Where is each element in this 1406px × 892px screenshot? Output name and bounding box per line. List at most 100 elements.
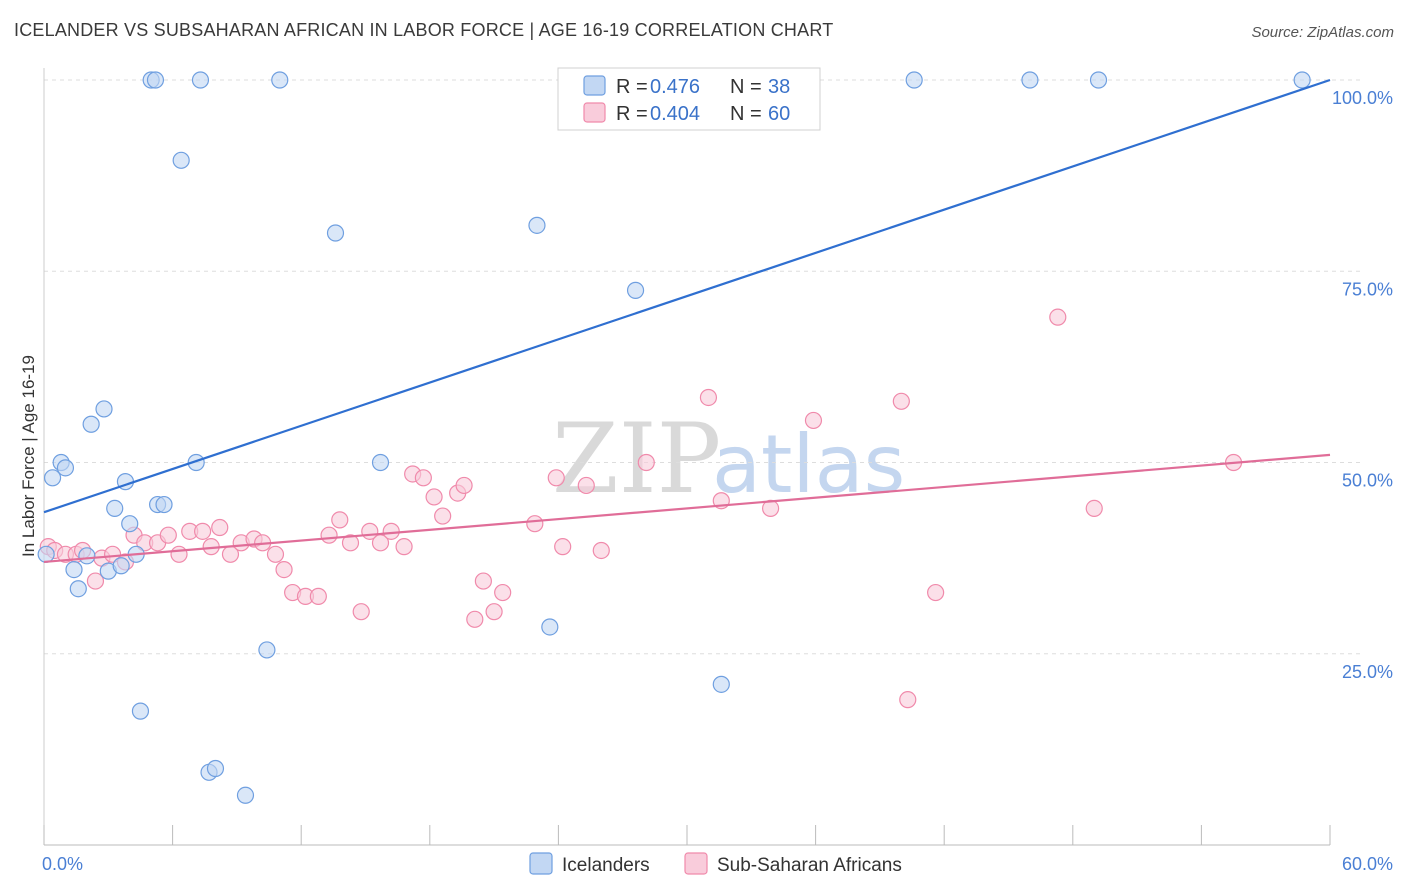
y-tick-labels: 25.0% 50.0% 75.0% 100.0% bbox=[1332, 88, 1393, 682]
legend-swatch-subsaharan bbox=[583, 102, 606, 123]
point-subsaharan bbox=[899, 691, 917, 709]
point-subsaharan bbox=[494, 583, 512, 602]
point-subsaharan bbox=[211, 518, 229, 537]
point-subsaharan bbox=[434, 507, 452, 525]
watermark-zip: ZIP bbox=[552, 403, 721, 515]
point-icelanders bbox=[1089, 71, 1108, 89]
point-subsaharan bbox=[170, 545, 188, 563]
point-subsaharan bbox=[455, 476, 473, 495]
point-icelanders bbox=[155, 495, 173, 514]
point-subsaharan bbox=[266, 545, 285, 563]
point-icelanders bbox=[541, 618, 559, 636]
point-subsaharan bbox=[309, 587, 327, 605]
trend-lines bbox=[43, 78, 1331, 564]
point-subsaharan bbox=[159, 526, 177, 544]
bottom-legend: Icelanders Sub-Saharan Africans bbox=[529, 852, 902, 876]
point-icelanders bbox=[528, 216, 546, 234]
legend-n-label-subsaharan: N = bbox=[730, 103, 762, 125]
x-tick-label-left: 0.0% bbox=[42, 854, 83, 874]
gridlines bbox=[44, 79, 1360, 655]
point-icelanders bbox=[258, 641, 276, 659]
y-tick-label: 50.0% bbox=[1342, 471, 1393, 491]
point-subsaharan bbox=[275, 560, 293, 579]
point-subsaharan bbox=[804, 411, 823, 430]
point-subsaharan bbox=[637, 453, 655, 472]
point-subsaharan bbox=[927, 583, 945, 602]
top-legend: R = 0.476 N = 38 R = 0.404 N = 60 bbox=[557, 67, 821, 131]
point-icelanders bbox=[172, 151, 190, 169]
source-credit: Source: ZipAtlas.com bbox=[1251, 24, 1394, 41]
trend-line-icelanders bbox=[43, 78, 1331, 514]
point-icelanders bbox=[626, 281, 645, 299]
point-subsaharan bbox=[592, 541, 610, 560]
point-subsaharan bbox=[466, 610, 484, 628]
point-subsaharan bbox=[414, 469, 432, 487]
point-icelanders bbox=[905, 71, 923, 89]
legend-r-value-subsaharan: 0.404 bbox=[650, 103, 700, 125]
bottom-legend-swatch-subsaharan bbox=[684, 852, 708, 875]
point-subsaharan bbox=[382, 522, 400, 540]
point-subsaharan bbox=[526, 515, 544, 533]
point-icelanders bbox=[131, 702, 150, 720]
legend-n-label-icelanders: N = bbox=[730, 76, 762, 98]
point-icelanders bbox=[69, 580, 87, 598]
point-subsaharan bbox=[331, 511, 349, 529]
legend-swatch-icelanders bbox=[583, 75, 606, 96]
point-subsaharan bbox=[485, 603, 503, 621]
point-icelanders bbox=[187, 453, 205, 472]
point-subsaharan bbox=[103, 545, 122, 563]
data-points bbox=[37, 71, 1311, 804]
point-subsaharan bbox=[341, 534, 360, 552]
watermark: ZIP atlas bbox=[552, 403, 905, 515]
point-icelanders bbox=[1293, 71, 1311, 89]
point-icelanders bbox=[43, 469, 62, 487]
point-subsaharan bbox=[86, 572, 105, 590]
point-subsaharan bbox=[1049, 308, 1067, 326]
bottom-legend-label-icelanders: Icelanders bbox=[562, 855, 650, 876]
point-icelanders bbox=[112, 557, 130, 575]
point-icelanders bbox=[326, 224, 345, 242]
y-tick-label: 100.0% bbox=[1332, 88, 1393, 108]
legend-r-label-icelanders: R = bbox=[616, 76, 648, 98]
point-icelanders bbox=[1021, 71, 1039, 89]
chart-title: ICELANDER VS SUBSAHARAN AFRICAN IN LABOR… bbox=[14, 20, 834, 40]
bottom-legend-swatch-icelanders bbox=[529, 852, 553, 875]
point-icelanders bbox=[371, 453, 390, 472]
point-subsaharan bbox=[892, 392, 910, 410]
point-icelanders bbox=[95, 400, 113, 418]
point-icelanders bbox=[78, 547, 96, 565]
y-axis-label: In Labor Force | Age 16-19 bbox=[19, 355, 38, 557]
point-icelanders bbox=[56, 459, 75, 477]
point-subsaharan bbox=[1085, 499, 1103, 517]
bottom-legend-label-subsaharan: Sub-Saharan Africans bbox=[717, 855, 902, 876]
point-subsaharan bbox=[699, 388, 718, 407]
trend-line-subsaharan bbox=[43, 453, 1331, 564]
y-tick-label: 75.0% bbox=[1342, 279, 1393, 299]
point-icelanders bbox=[37, 545, 55, 563]
point-subsaharan bbox=[554, 538, 572, 556]
point-icelanders bbox=[236, 786, 255, 804]
point-icelanders bbox=[206, 759, 225, 778]
point-icelanders bbox=[82, 415, 100, 433]
x-tick-label-right: 60.0% bbox=[1342, 854, 1393, 874]
point-subsaharan bbox=[352, 603, 370, 621]
point-icelanders bbox=[271, 71, 289, 89]
watermark-atlas: atlas bbox=[712, 418, 905, 511]
axes bbox=[43, 68, 1331, 846]
point-subsaharan bbox=[194, 522, 212, 540]
point-subsaharan bbox=[547, 469, 565, 487]
point-icelanders bbox=[146, 71, 165, 89]
y-tick-label: 25.0% bbox=[1342, 662, 1393, 682]
legend-n-value-icelanders: 38 bbox=[768, 76, 790, 98]
legend-r-value-icelanders: 0.476 bbox=[650, 76, 700, 98]
point-icelanders bbox=[191, 71, 210, 89]
point-icelanders bbox=[712, 675, 730, 693]
point-subsaharan bbox=[577, 476, 595, 495]
point-subsaharan bbox=[474, 572, 492, 590]
legend-r-label-subsaharan: R = bbox=[616, 103, 648, 125]
point-icelanders bbox=[106, 499, 124, 517]
x-tick-labels: 0.0% 60.0% bbox=[42, 854, 1393, 874]
legend-n-value-subsaharan: 60 bbox=[768, 103, 790, 125]
point-icelanders bbox=[65, 560, 83, 579]
